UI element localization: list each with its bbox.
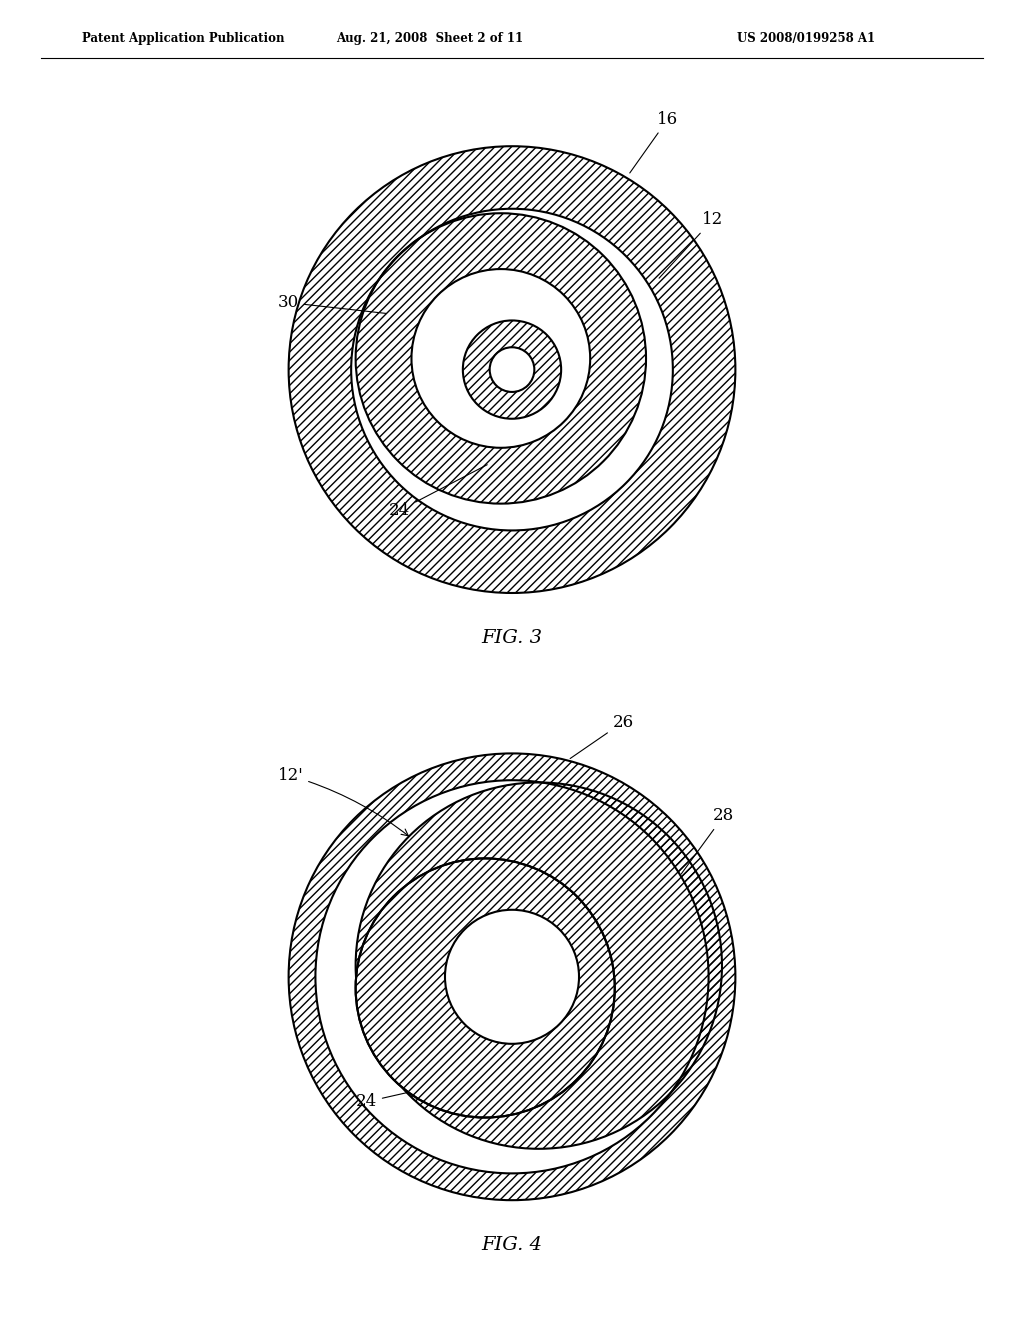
Circle shape	[445, 909, 579, 1044]
Text: 12: 12	[659, 211, 723, 279]
Circle shape	[489, 347, 535, 392]
Text: 24: 24	[355, 1085, 442, 1110]
Circle shape	[351, 209, 673, 531]
Text: FIG. 4: FIG. 4	[481, 1236, 543, 1254]
Text: FIG. 3: FIG. 3	[481, 628, 543, 647]
Text: 30: 30	[278, 294, 386, 313]
Text: US 2008/0199258 A1: US 2008/0199258 A1	[737, 32, 876, 45]
Circle shape	[355, 858, 614, 1118]
Text: 24: 24	[389, 465, 487, 519]
Text: 26: 26	[570, 714, 634, 759]
Text: Aug. 21, 2008  Sheet 2 of 11: Aug. 21, 2008 Sheet 2 of 11	[337, 32, 523, 45]
Circle shape	[412, 269, 590, 447]
Text: 28: 28	[681, 808, 734, 874]
Circle shape	[315, 780, 709, 1173]
Text: Patent Application Publication: Patent Application Publication	[82, 32, 285, 45]
Text: 12': 12'	[278, 767, 409, 836]
Text: 16: 16	[630, 111, 678, 173]
